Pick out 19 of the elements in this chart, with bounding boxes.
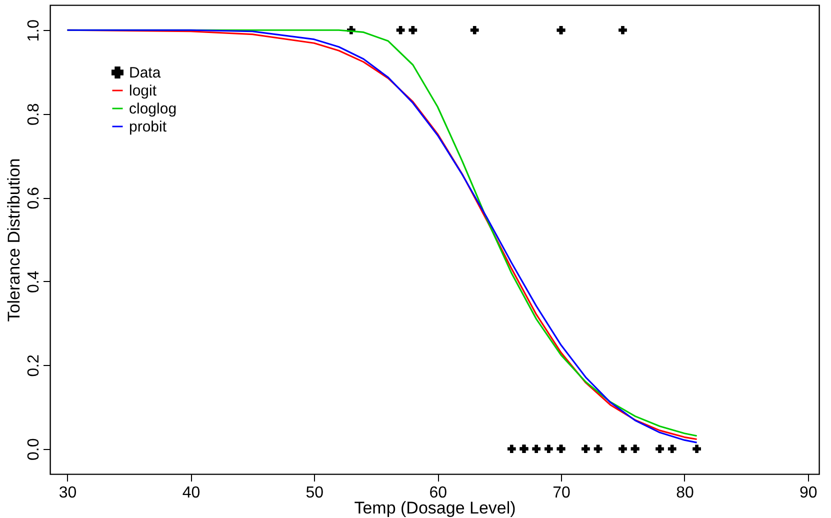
x-tick-label: 40 [182,484,200,502]
y-tick-label: 0.0 [26,438,42,460]
x-tick-label: 60 [429,484,448,502]
legend-label: logit [129,82,158,100]
x-tick-label: 50 [306,484,324,502]
x-tick-label: 80 [676,484,694,502]
x-axis-title: Temp (Dosage Level) [354,498,516,518]
legend-label: Data [129,64,162,82]
y-tick-label: 0.2 [26,354,42,377]
legend-label: probit [129,118,168,136]
y-tick-label: 0.4 [26,270,42,293]
y-tick-label: 0.6 [26,186,42,210]
x-tick-label: 70 [552,484,571,502]
y-tick-label: 0.8 [26,103,42,126]
legend-label: cloglog [129,100,177,118]
y-axis-title: Tolerance Distribution [4,158,24,322]
y-tick-label: 1.0 [26,19,42,42]
x-tick-label: 30 [58,484,77,502]
x-tick-label: 90 [799,484,818,502]
